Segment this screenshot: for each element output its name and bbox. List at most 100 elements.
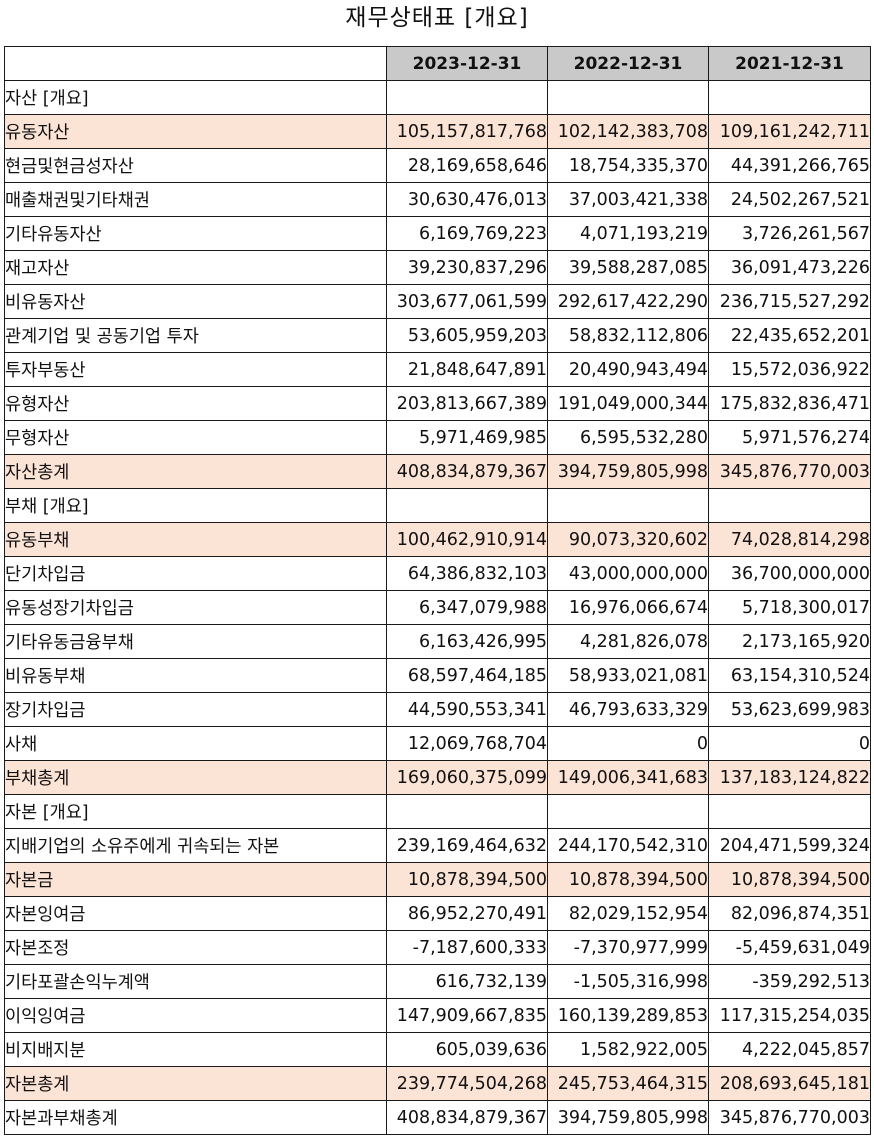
balance-sheet-table: 2023-12-31 2022-12-31 2021-12-31 자산 [개요]… [4,46,871,1135]
value-cell: 292,617,422,290 [547,284,709,319]
value-cell [708,794,871,829]
value-cell: 21,848,647,891 [386,352,548,387]
table-row: 유형자산 203,813,667,389 191,049,000,344 175,83… [4,386,871,421]
value-cell: -7,187,600,333 [386,930,548,965]
value-cell [386,794,548,829]
row-label: 유동자산 [4,114,387,149]
value-cell: 1,582,922,005 [547,1032,709,1067]
table-row: 비지배지분 605,039,636 1,582,922,005 4,222,045,8… [4,1032,871,1067]
table-row: 자본조정 -7,187,600,333 -7,370,977,999 -5,459,6… [4,930,871,965]
row-label: 재고자산 [4,250,387,285]
table-row: 자산 [개요] [4,80,871,115]
value-cell: 100,462,910,914 [386,522,548,557]
row-label: 자본잉여금 [4,896,387,931]
value-cell: -5,459,631,049 [708,930,871,965]
row-label: 비유동자산 [4,284,387,319]
table-row: 재고자산 39,230,837,296 39,588,287,085 36,091,4… [4,250,871,285]
column-header: 2023-12-31 [386,46,548,81]
table-row: 비유동부채 68,597,464,185 58,933,021,081 63,154,… [4,658,871,693]
value-cell: 10,878,394,500 [386,862,548,897]
row-label: 관계기업 및 공동기업 투자 [4,318,387,353]
table-row: 부채총계 169,060,375,099 149,006,341,683 137,18… [4,760,871,795]
value-cell: 12,069,768,704 [386,726,548,761]
value-cell: 36,091,473,226 [708,250,871,285]
value-cell: 394,759,805,998 [547,1100,709,1135]
value-cell: 82,029,152,954 [547,896,709,931]
value-cell: 147,909,667,835 [386,998,548,1033]
table-row: 유동부채 100,462,910,914 90,073,320,602 74,028,… [4,522,871,557]
value-cell: 39,588,287,085 [547,250,709,285]
value-cell: 208,693,645,181 [708,1066,871,1101]
value-cell: 5,718,300,017 [708,590,871,625]
value-cell: 3,726,261,567 [708,216,871,251]
table-row: 무형자산 5,971,469,985 6,595,532,280 5,971,576,… [4,420,871,455]
value-cell: 18,754,335,370 [547,148,709,183]
row-label: 부채 [개요] [4,488,387,523]
table-row: 부채 [개요] [4,488,871,523]
value-cell: 109,161,242,711 [708,114,871,149]
value-cell: 4,281,826,078 [547,624,709,659]
value-cell [386,488,548,523]
row-label: 이익잉여금 [4,998,387,1033]
row-label: 자본 [개요] [4,794,387,829]
value-cell: 86,952,270,491 [386,896,548,931]
value-cell: 53,623,699,983 [708,692,871,727]
table-row: 자본과부채총계 408,834,879,367 394,759,805,998 345… [4,1100,871,1135]
value-cell: 15,572,036,922 [708,352,871,387]
value-cell: 2,173,165,920 [708,624,871,659]
value-cell [708,80,871,115]
table-row: 투자부동산 21,848,647,891 20,490,943,494 15,572,… [4,352,871,387]
table-row: 자본금 10,878,394,500 10,878,394,500 10,878,39… [4,862,871,897]
value-cell: 102,142,383,708 [547,114,709,149]
row-label: 유동부채 [4,522,387,557]
value-cell [547,80,709,115]
table-row: 기타유동금융부채 6,163,426,995 4,281,826,078 2,173,… [4,624,871,659]
row-label: 현금및현금성자산 [4,148,387,183]
value-cell: 16,976,066,674 [547,590,709,625]
value-cell: 10,878,394,500 [547,862,709,897]
row-label: 유동성장기차입금 [4,590,387,625]
value-cell: 408,834,879,367 [386,454,548,489]
value-cell: 20,490,943,494 [547,352,709,387]
value-cell: 58,832,112,806 [547,318,709,353]
value-cell: 10,878,394,500 [708,862,871,897]
value-cell: 44,391,266,765 [708,148,871,183]
row-label: 자본총계 [4,1066,387,1101]
value-cell: 64,386,832,103 [386,556,548,591]
row-label: 장기차입금 [4,692,387,727]
value-cell: 30,630,476,013 [386,182,548,217]
value-cell: 204,471,599,324 [708,828,871,863]
value-cell: 24,502,267,521 [708,182,871,217]
value-cell: 28,169,658,646 [386,148,548,183]
table-row: 매출채권및기타채권 30,630,476,013 37,003,421,338 24,… [4,182,871,217]
value-cell: -1,505,316,998 [547,964,709,999]
value-cell: 82,096,874,351 [708,896,871,931]
header-row: 2023-12-31 2022-12-31 2021-12-31 [4,46,871,81]
table-row: 지배기업의 소유주에게 귀속되는 자본 239,169,464,632 244,17… [4,828,871,863]
value-cell: 605,039,636 [386,1032,548,1067]
row-label: 자산 [개요] [4,80,387,115]
value-cell: 345,876,770,003 [708,454,871,489]
row-label: 비유동부채 [4,658,387,693]
value-cell: 0 [547,726,709,761]
row-label: 기타유동자산 [4,216,387,251]
value-cell: 5,971,576,274 [708,420,871,455]
table-row: 기타포괄손익누계액 616,732,139 -1,505,316,998 -359,2… [4,964,871,999]
page-title: 재무상태표 [개요] [345,5,529,31]
table-row: 유동성장기차입금 6,347,079,988 16,976,066,674 5,718… [4,590,871,625]
row-label: 사채 [4,726,387,761]
table-row: 자본 [개요] [4,794,871,829]
value-cell [547,794,709,829]
row-label: 매출채권및기타채권 [4,182,387,217]
value-cell: 105,157,817,768 [386,114,548,149]
row-label: 투자부동산 [4,352,387,387]
value-cell: 43,000,000,000 [547,556,709,591]
row-label: 자본과부채총계 [4,1100,387,1135]
value-cell: 74,028,814,298 [708,522,871,557]
value-cell: 6,347,079,988 [386,590,548,625]
value-cell: 68,597,464,185 [386,658,548,693]
table-row: 단기차입금 64,386,832,103 43,000,000,000 36,700,… [4,556,871,591]
row-label: 무형자산 [4,420,387,455]
value-cell: 53,605,959,203 [386,318,548,353]
value-cell: 616,732,139 [386,964,548,999]
